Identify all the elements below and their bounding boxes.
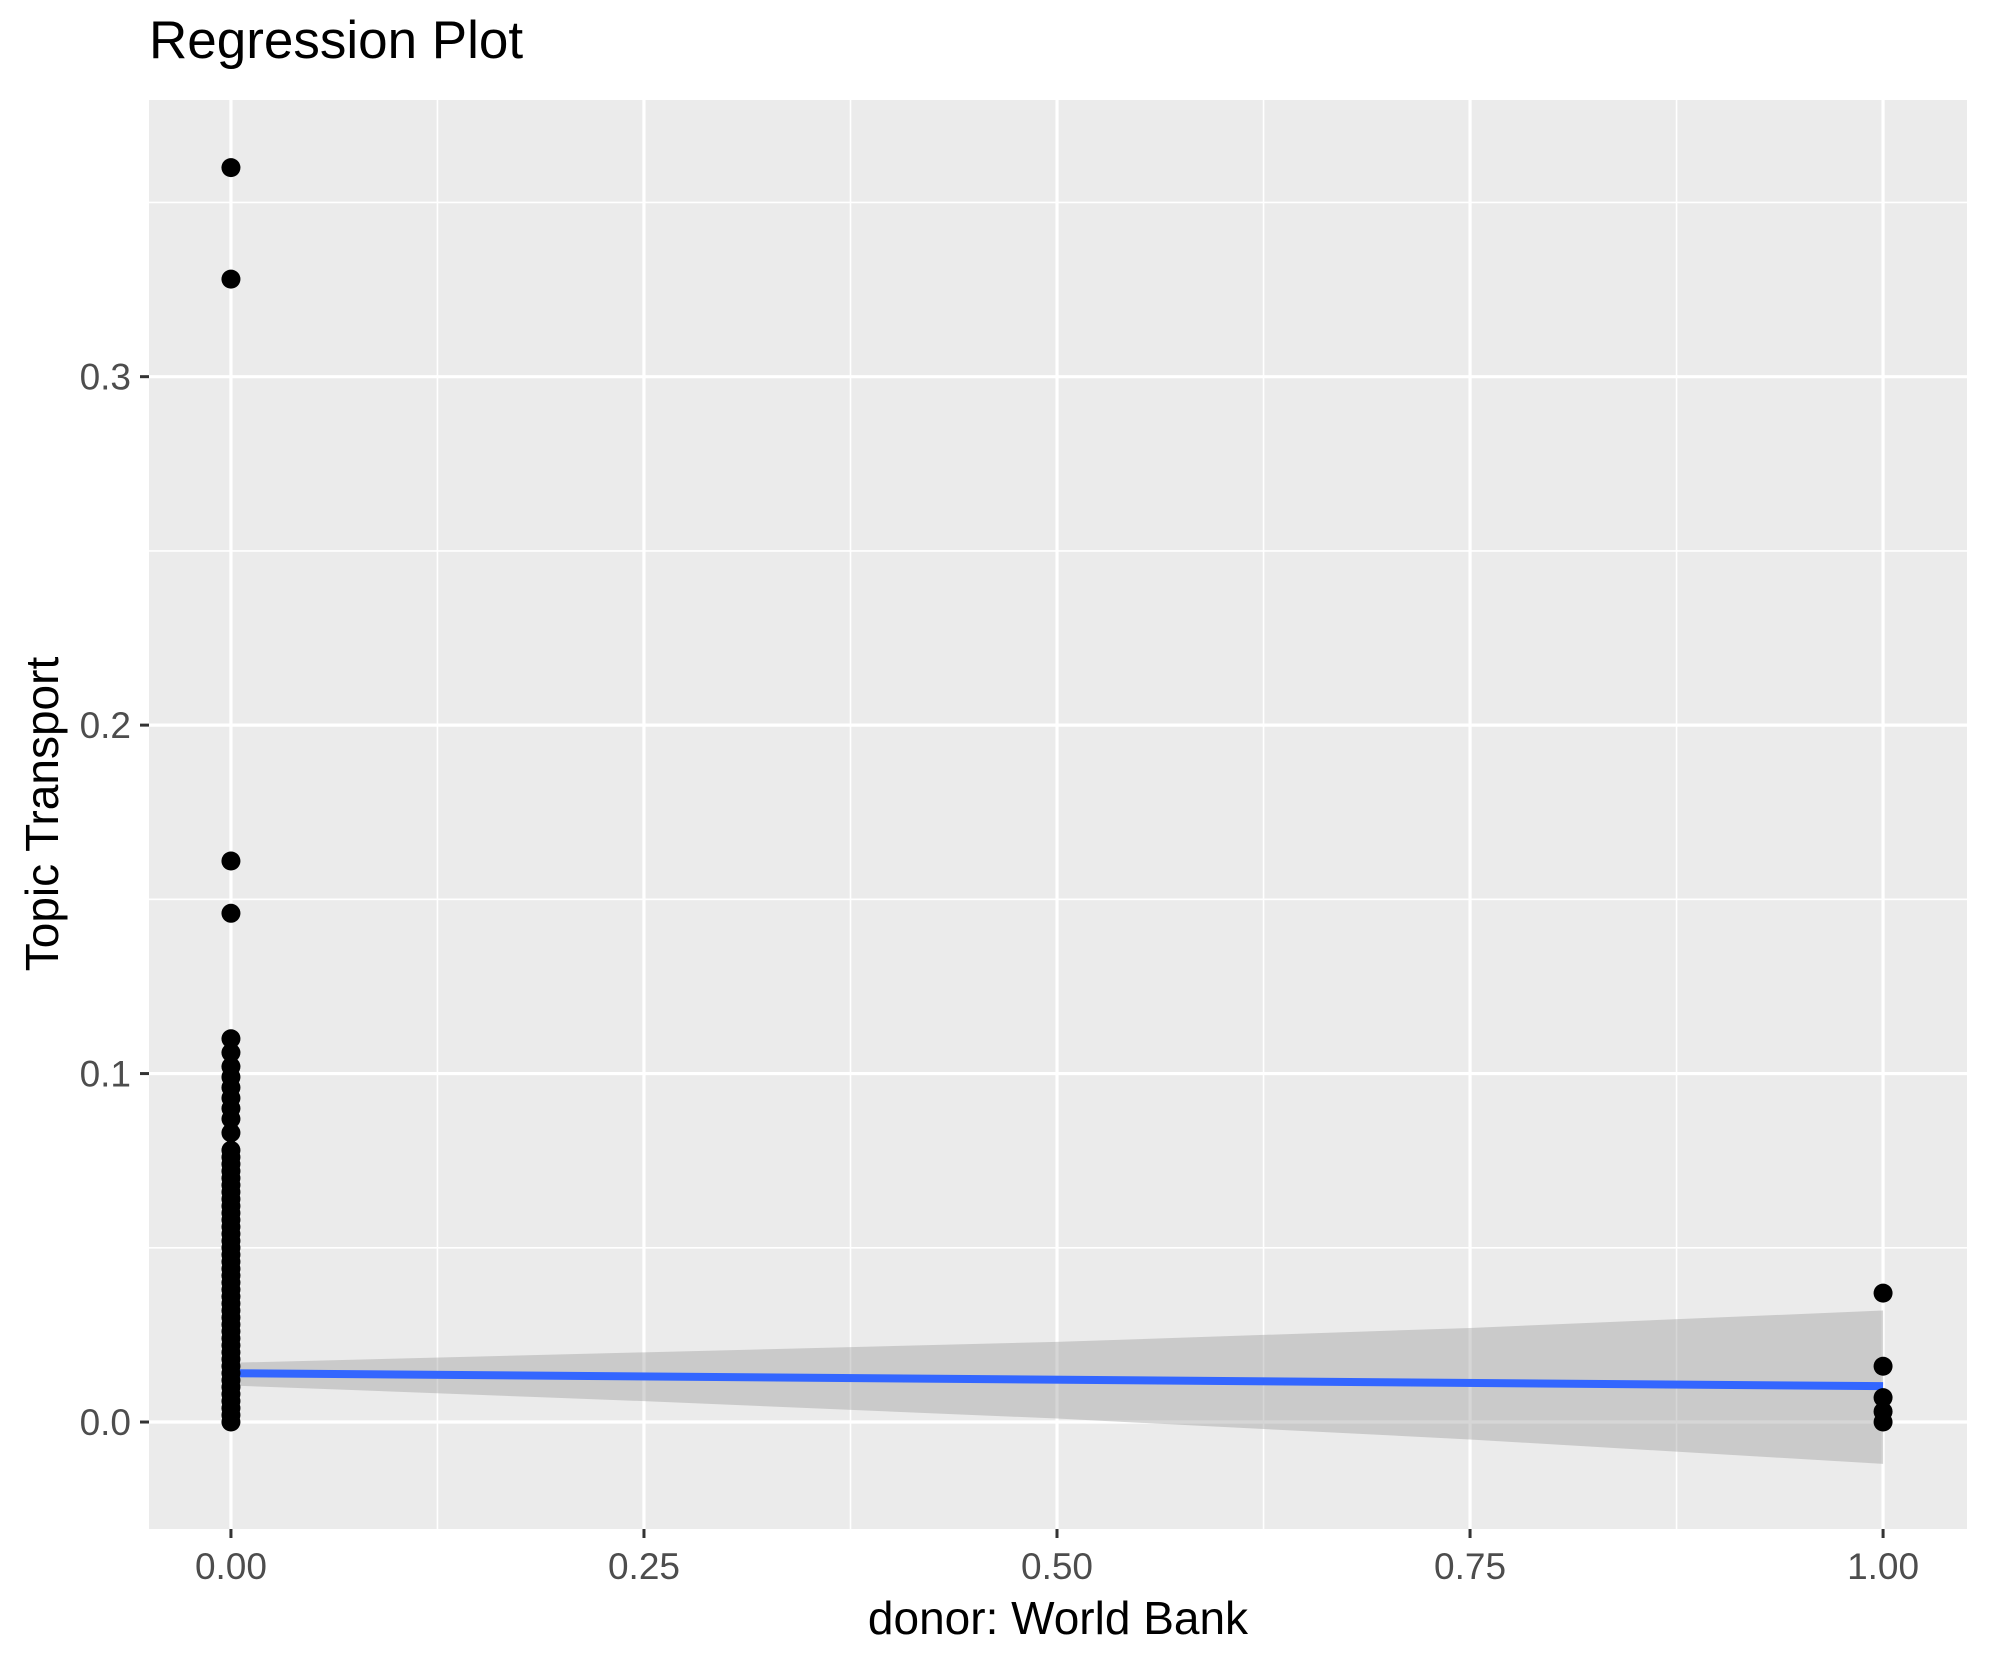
data-point xyxy=(221,851,241,871)
data-point xyxy=(1873,1283,1893,1303)
x-tick-label: 1.00 xyxy=(1847,1546,1919,1587)
x-tick-label: 0.75 xyxy=(1434,1546,1506,1587)
x-tick-label: 0.50 xyxy=(1021,1546,1093,1587)
plot-title: Regression Plot xyxy=(149,11,523,70)
data-point xyxy=(221,158,241,178)
data-point xyxy=(221,269,241,289)
data-point xyxy=(1873,1388,1893,1408)
y-tick-label: 0.3 xyxy=(80,357,131,398)
regression-line xyxy=(230,1369,1884,1391)
x-tick-label: 0.00 xyxy=(195,1546,267,1587)
data-point xyxy=(221,1043,241,1063)
x-axis-title: donor: World Bank xyxy=(868,1592,1249,1644)
x-tick-label: 0.25 xyxy=(608,1546,680,1587)
data-point xyxy=(221,1029,241,1049)
data-point xyxy=(221,903,241,923)
data-point xyxy=(221,1109,241,1129)
data-point xyxy=(221,1412,241,1432)
y-tick-label: 0.0 xyxy=(80,1402,131,1443)
plot-area: 0.00 0.25 0.50 0.75 1.00 0.0 0.1 0.2 0.3 xyxy=(80,100,1967,1587)
confidence-band xyxy=(230,1310,1884,1464)
data-point xyxy=(1873,1356,1893,1376)
data-point xyxy=(1873,1412,1893,1432)
y-tick-label: 0.1 xyxy=(80,1054,131,1095)
data-point xyxy=(221,1123,241,1143)
y-tick-label: 0.2 xyxy=(80,705,131,746)
y-axis-title: Topic Transport xyxy=(16,657,68,972)
